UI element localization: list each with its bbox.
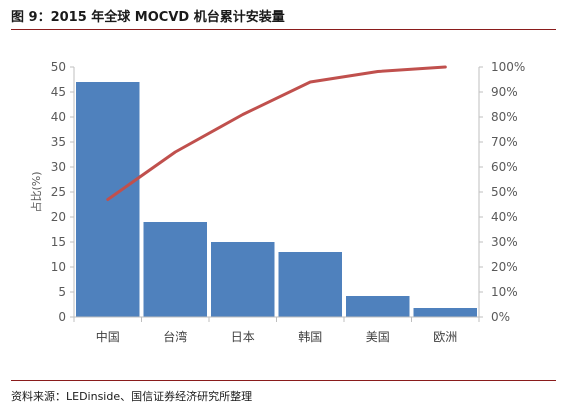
y2-tick-label: 100% [491, 60, 525, 74]
y-tick-label: 25 [51, 185, 66, 199]
y-tick-label: 40 [51, 110, 66, 124]
y2-tick-label: 0% [491, 310, 510, 324]
y-tick-label: 50 [51, 60, 66, 74]
figure-title: 图 9：2015 年全球 MOCVD 机台累计安装量 [11, 10, 285, 25]
bar-2 [143, 222, 207, 317]
x-tick-label: 欧洲 [433, 330, 457, 344]
y2-tick-label: 60% [491, 160, 518, 174]
y-tick-label: 5 [58, 285, 66, 299]
y2-tick-label: 70% [491, 135, 518, 149]
y-tick-label: 30 [51, 160, 66, 174]
title-rule [11, 29, 556, 30]
y-tick-label: 15 [51, 235, 66, 249]
x-tick-label: 韩国 [298, 329, 322, 344]
y2-tick-label: 50% [491, 185, 518, 199]
x-tick-label: 日本 [231, 330, 255, 344]
bar-3 [211, 242, 275, 317]
x-tick-label: 中国 [96, 329, 120, 344]
y-tick-label: 0 [58, 310, 66, 324]
y-tick-label: 10 [51, 260, 66, 274]
cumulative-line [106, 65, 447, 201]
y-axis-label: 占比(%) [29, 171, 43, 212]
y-tick-label: 45 [51, 85, 66, 99]
y2-tick-label: 90% [491, 85, 518, 99]
source-note: 资料来源：LEDinside、国信证券经济研究所整理 [11, 390, 253, 403]
x-tick-label: 美国 [366, 330, 390, 344]
x-tick-label: 台湾 [163, 329, 187, 344]
bar-5 [346, 296, 410, 317]
y-tick-label: 35 [51, 135, 66, 149]
bar-6 [413, 308, 477, 317]
y2-tick-label: 30% [491, 235, 518, 249]
y2-tick-label: 10% [491, 285, 518, 299]
y2-tick-label: 20% [491, 260, 518, 274]
bar-4 [278, 252, 342, 317]
y-tick-label: 20 [51, 210, 66, 224]
y2-tick-label: 40% [491, 210, 518, 224]
y2-tick-label: 80% [491, 110, 518, 124]
source-rule [11, 380, 556, 381]
